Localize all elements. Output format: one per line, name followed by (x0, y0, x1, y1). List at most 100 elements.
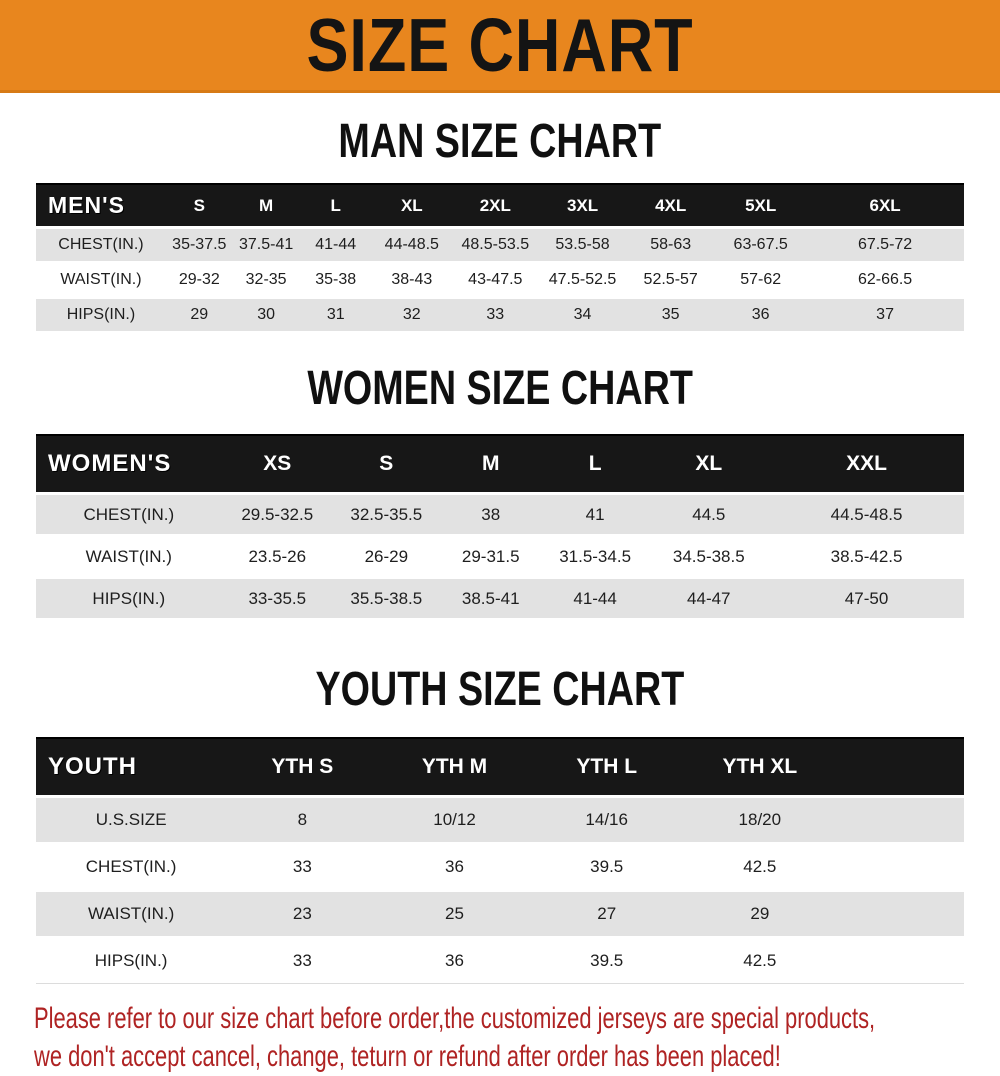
size-value: 47-50 (769, 576, 964, 621)
size-value: 35.5-38.5 (332, 576, 440, 621)
spacer-cell (836, 889, 964, 939)
size-header-cell: XXL (769, 434, 964, 495)
size-value: 43-47.5 (451, 262, 539, 298)
size-value: 8 (226, 795, 379, 845)
size-value: 32.5-35.5 (332, 492, 440, 537)
size-value: 41-44 (541, 576, 649, 621)
table-row-chest: CHEST(IN.) 35-37.5 37.5-41 41-44 44-48.5… (36, 226, 964, 264)
size-value: 32-35 (232, 262, 300, 298)
size-value: 35-37.5 (165, 226, 233, 264)
table-row-chest: CHEST(IN.) 29.5-32.5 32.5-35.5 38 41 44.… (36, 492, 964, 537)
size-value: 41 (541, 492, 649, 537)
size-value: 36 (715, 296, 807, 334)
table-row-waist: WAIST(IN.) 23.5-26 26-29 29-31.5 31.5-34… (36, 535, 964, 578)
size-value: 26-29 (332, 535, 440, 578)
size-value: 29-32 (165, 262, 233, 298)
size-value: 34.5-38.5 (648, 535, 770, 578)
size-value: 44-47 (648, 576, 770, 621)
size-value: 18/20 (682, 795, 837, 845)
size-value: 29 (165, 296, 233, 334)
size-header-cell: YTH S (226, 737, 379, 798)
size-value: 42.5 (682, 843, 837, 891)
size-value: 38-43 (371, 262, 452, 298)
mens-corner-label: MEN'S (36, 183, 166, 229)
size-value: 67.5-72 (806, 226, 964, 264)
size-header-cell: 4XL (626, 183, 716, 229)
table-row-waist: WAIST(IN.) 29-32 32-35 35-38 38-43 43-47… (36, 262, 964, 298)
size-value: 48.5-53.5 (451, 226, 539, 264)
measurement-label: WAIST(IN.) (36, 535, 222, 578)
spacer-cell (836, 937, 964, 984)
size-value: 57-62 (715, 262, 807, 298)
disclaimer-line-1: Please refer to our size chart before or… (34, 1002, 876, 1035)
table-row-us-size: U.S.SIZE 8 10/12 14/16 18/20 (36, 795, 964, 845)
size-header-cell: L (299, 183, 372, 229)
size-value: 38 (439, 492, 542, 537)
youth-size-table: YOUTH YTH S YTH M YTH L YTH XL U.S.SIZE … (36, 737, 964, 984)
women-heading-text: WOMEN SIZE CHART (307, 359, 693, 415)
size-value: 39.5 (530, 843, 683, 891)
banner-title: SIZE CHART (306, 2, 694, 88)
size-header-cell: 6XL (806, 183, 964, 229)
size-value: 33 (226, 843, 379, 891)
size-value: 29.5-32.5 (221, 492, 333, 537)
size-value: 58-63 (626, 226, 716, 264)
size-value: 34 (538, 296, 627, 334)
size-value: 62-66.5 (806, 262, 964, 298)
size-value: 52.5-57 (626, 262, 716, 298)
size-value: 32 (371, 296, 452, 334)
measurement-label: HIPS(IN.) (36, 296, 166, 334)
measurement-label: CHEST(IN.) (36, 226, 166, 264)
size-value: 38.5-41 (439, 576, 542, 621)
measurement-label: CHEST(IN.) (36, 843, 227, 891)
size-header-cell: S (165, 183, 233, 229)
youth-section-heading: YOUTH SIZE CHART (0, 660, 1000, 716)
size-header-cell: YTH M (378, 737, 531, 798)
order-disclaimer: Please refer to our size chart before or… (34, 1000, 1000, 1076)
youth-corner-label: YOUTH (36, 737, 227, 798)
size-header-cell: XS (221, 434, 333, 495)
size-value: 33-35.5 (221, 576, 333, 621)
size-value: 27 (530, 889, 683, 939)
measurement-label: U.S.SIZE (36, 795, 227, 845)
table-row-hips: HIPS(IN.) 33-35.5 35.5-38.5 38.5-41 41-4… (36, 576, 964, 621)
measurement-label: WAIST(IN.) (36, 889, 227, 939)
spacer-cell (836, 843, 964, 891)
measurement-label: WAIST(IN.) (36, 262, 166, 298)
size-header-cell: 2XL (451, 183, 539, 229)
size-value: 42.5 (682, 937, 837, 984)
size-value: 39.5 (530, 937, 683, 984)
size-chart-banner: SIZE CHART (0, 0, 1000, 93)
size-value: 25 (378, 889, 531, 939)
size-value: 38.5-42.5 (769, 535, 964, 578)
size-value: 41-44 (299, 226, 372, 264)
disclaimer-line-2: we don't accept cancel, change, teturn o… (34, 1040, 781, 1073)
size-header-cell: M (232, 183, 300, 229)
womens-size-table: WOMEN'S XS S M L XL XXL CHEST(IN.) 29.5-… (36, 434, 964, 621)
size-value: 29 (682, 889, 837, 939)
womens-header-row: WOMEN'S XS S M L XL XXL (36, 434, 964, 495)
spacer-cell (836, 737, 964, 798)
size-value: 63-67.5 (715, 226, 807, 264)
size-value: 31 (299, 296, 372, 334)
mens-size-table: MEN'S S M L XL 2XL 3XL 4XL 5XL 6XL CHEST… (36, 183, 964, 334)
size-header-cell: S (332, 434, 440, 495)
youth-heading-text: YOUTH SIZE CHART (315, 660, 685, 716)
mens-header-row: MEN'S S M L XL 2XL 3XL 4XL 5XL 6XL (36, 183, 964, 229)
table-row-chest: CHEST(IN.) 33 36 39.5 42.5 (36, 843, 964, 891)
size-value: 47.5-52.5 (538, 262, 627, 298)
size-header-cell: M (439, 434, 542, 495)
size-value: 36 (378, 843, 531, 891)
table-row-waist: WAIST(IN.) 23 25 27 29 (36, 889, 964, 939)
size-value: 31.5-34.5 (541, 535, 649, 578)
size-value: 14/16 (530, 795, 683, 845)
size-value: 10/12 (378, 795, 531, 845)
table-row-hips: HIPS(IN.) 33 36 39.5 42.5 (36, 937, 964, 984)
man-section-heading: MAN SIZE CHART (0, 113, 1000, 168)
size-header-cell: XL (371, 183, 452, 229)
size-value: 33 (226, 937, 379, 984)
size-value: 44.5-48.5 (769, 492, 964, 537)
size-header-cell: 3XL (538, 183, 627, 229)
size-value: 37.5-41 (232, 226, 300, 264)
size-header-cell: XL (648, 434, 770, 495)
